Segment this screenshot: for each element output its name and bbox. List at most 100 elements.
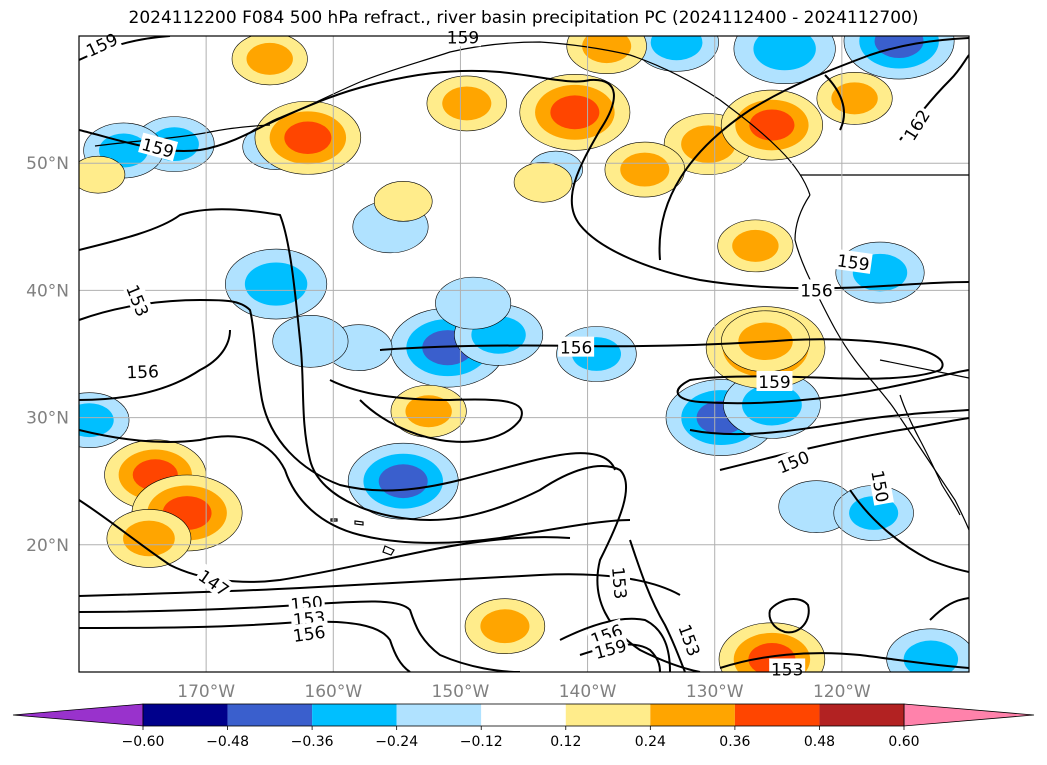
coastline-alaska (268, 41, 811, 196)
anomaly-feature-31 (106, 509, 192, 568)
colorbar-tick-label: −0.24 (375, 734, 418, 750)
colorbar-segment (396, 704, 482, 726)
contour-closed-small (768, 598, 810, 634)
anomaly-band (550, 95, 600, 130)
anomaly-band (480, 609, 530, 644)
anomaly-band (732, 229, 779, 262)
anomaly-feature-32 (426, 75, 507, 132)
contour-label-halo (608, 564, 632, 602)
anomaly-band (742, 384, 802, 426)
contour-label-text: 156 (560, 339, 592, 359)
contour-label: 159 (138, 132, 179, 163)
contour-150-north (79, 329, 231, 401)
colorbar-segment (565, 704, 651, 726)
anomaly-band (378, 464, 428, 499)
contour-153-bottom (719, 652, 969, 669)
contour-label-text: 153 (771, 660, 803, 680)
anomaly-band (831, 82, 878, 115)
anomaly-band (272, 314, 349, 368)
anomaly-band (123, 520, 175, 557)
contour-label: 156 (558, 336, 595, 359)
contour-label-text: 156 (126, 362, 159, 383)
colorbar-segment (819, 704, 904, 726)
anomaly-feature-2 (435, 276, 512, 330)
anomaly-band (435, 276, 512, 330)
anomaly-feature-26 (254, 100, 362, 175)
contour-label: 159 (444, 26, 481, 48)
contour-162 (658, 37, 969, 261)
contour-156-south (79, 620, 411, 672)
colorbar-tick-label: 0.48 (804, 734, 835, 750)
contour-label: 150 (772, 445, 814, 478)
contour-150-far-east (849, 489, 969, 573)
anomaly-band (405, 395, 452, 428)
chart-title: 2024112200 F084 500 hPa refract., river … (128, 8, 919, 28)
contour-label-halo (769, 658, 806, 679)
colorbar-tick-label: −0.36 (291, 734, 334, 750)
contour-label-text: 156 (292, 623, 327, 647)
contour-label-halo (674, 619, 706, 661)
colorbar-tick-label: 0.60 (888, 734, 919, 750)
anomaly-feature-34 (604, 141, 685, 198)
anomaly-feature-6 (347, 442, 459, 520)
anomaly-feature-19 (833, 485, 914, 541)
contour-label-halo (590, 633, 631, 663)
contour-label-halo (122, 279, 155, 321)
colorbar-tick-label: 0.24 (635, 734, 666, 750)
contour-label-halo (898, 103, 935, 146)
anomaly-band (79, 403, 114, 438)
contour-label-text: 159 (836, 251, 871, 275)
contour-label-text: 159 (447, 28, 479, 48)
anomaly-feature-42 (513, 161, 573, 203)
contour-label-text: 156 (800, 281, 832, 301)
anomaly-band (620, 152, 670, 187)
colorbar-outline (142, 703, 905, 727)
contour-south-east (929, 597, 969, 621)
colorbar-extend-low (12, 703, 144, 727)
contour-label-halo (558, 336, 595, 357)
contour-label: 153 (121, 279, 155, 321)
colorbar-segment (312, 704, 397, 726)
contour-label-halo (772, 445, 814, 478)
lon-tick-label: 150°W (432, 682, 490, 702)
colorbar-segment (734, 704, 820, 726)
anomaly-feature-28 (720, 89, 823, 161)
anomaly-feature-36 (464, 598, 546, 655)
anomaly-feature-39 (231, 36, 308, 86)
contour-label-halo (834, 249, 873, 274)
colorbar-segment (650, 704, 735, 726)
contour-label-halo (798, 279, 835, 300)
contour-147-west (79, 499, 571, 583)
coastline-alaska-peninsula (94, 124, 271, 147)
anomaly-band (246, 42, 293, 75)
colorbar-extend-high (903, 703, 1035, 727)
longitude-tick-labels: 170°W 160°W 150°W 140°W 130°W 120°W (177, 682, 871, 702)
lon-tick-label: 160°W (304, 682, 362, 702)
anomaly-band (753, 36, 816, 71)
anomaly-band (903, 640, 959, 672)
colorbar-tick-label: −0.12 (460, 734, 503, 750)
contour-north-east (824, 74, 845, 131)
contour-label-halo (138, 132, 179, 162)
border-us-mexico (879, 359, 969, 379)
contour-label: 156 (124, 360, 161, 383)
anomaly-band (513, 161, 573, 203)
anomaly-band (373, 181, 433, 222)
contour-153-right (629, 539, 686, 672)
colorbar-tick-label: −0.48 (206, 734, 249, 750)
contour-label: 153 (769, 658, 806, 680)
contour-156-central (379, 338, 969, 405)
colorbar-tick-label: 0.36 (719, 734, 750, 750)
anomaly-feature-33 (816, 72, 893, 125)
latitude-tick-labels: 20°N 30°N 40°N 50°N (26, 154, 69, 556)
contour-label: 156 (798, 279, 835, 301)
contour-150-east (689, 409, 969, 436)
colorbar-tick-label: 0.12 (550, 734, 581, 750)
contour-label: 162 (898, 103, 935, 146)
anomaly-feature-25 (519, 74, 631, 151)
lat-tick-label: 40°N (26, 281, 69, 301)
anomaly-feature-8 (272, 314, 349, 368)
anomaly-feature-13 (733, 36, 836, 85)
contour-label: 156 (289, 620, 329, 647)
anomaly-band (244, 262, 308, 306)
